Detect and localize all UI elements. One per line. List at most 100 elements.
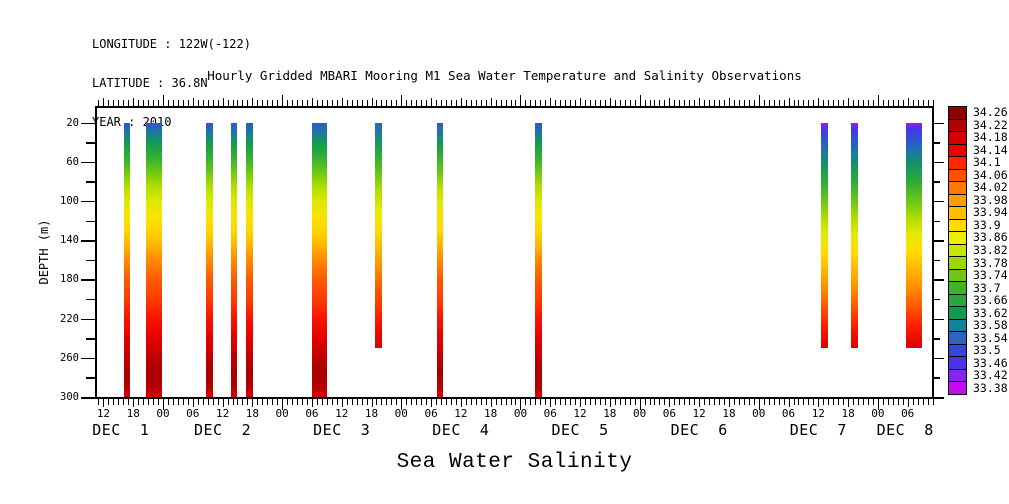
y-axis-tick-right (934, 338, 940, 340)
y-axis-tick (81, 279, 95, 281)
x-axis-tick-top (763, 100, 765, 106)
x-axis-tick (535, 399, 537, 405)
x-axis-tick-top (818, 98, 820, 106)
colorbar-label: 34.14 (973, 142, 1008, 157)
x-axis-tick (490, 399, 492, 407)
x-axis-tick (649, 399, 651, 405)
y-axis-tick (86, 220, 95, 223)
x-axis-tick-top (182, 100, 184, 106)
y-axis-tick-label: 220 (60, 312, 79, 325)
x-axis-hour-label: 00 (394, 407, 408, 420)
x-axis-tick (475, 399, 477, 405)
x-axis-tick (728, 399, 730, 407)
x-axis-tick-top (555, 100, 557, 106)
x-axis-tick (336, 399, 338, 405)
x-axis-tick (699, 399, 701, 407)
x-axis-tick-top (505, 100, 507, 106)
x-axis-tick (460, 399, 462, 407)
x-axis-tick (748, 399, 750, 405)
y-axis-tick-label: 180 (60, 273, 79, 286)
colorbar-label: 33.58 (973, 318, 1008, 333)
x-axis-tick (738, 399, 740, 405)
x-axis-tick (416, 399, 418, 405)
colorbar-segment (948, 206, 967, 220)
colorbar-segment (948, 118, 967, 133)
y-axis-tick (86, 298, 95, 301)
y-axis-tick-right (934, 318, 944, 321)
x-axis-tick (654, 399, 656, 405)
x-axis-tick (619, 399, 621, 405)
y-axis-tick (81, 318, 95, 321)
x-axis-tick-top (535, 100, 537, 106)
x-axis-tick-top (485, 100, 487, 106)
x-axis-tick-top (570, 100, 572, 106)
x-axis-tick (704, 399, 706, 405)
x-axis-tick-top (441, 100, 443, 106)
x-axis-tick-top (455, 100, 457, 106)
x-axis-tick (674, 399, 676, 405)
colorbar-segment (948, 131, 967, 145)
y-axis-tick (86, 259, 95, 262)
x-axis-tick-top (728, 98, 730, 106)
x-axis-tick-top (659, 100, 661, 106)
x-axis-tick-top (371, 98, 373, 106)
x-axis-tick (594, 399, 596, 405)
x-axis-tick-top (510, 100, 512, 106)
x-axis-tick (401, 399, 403, 410)
x-axis-tick (172, 399, 174, 405)
x-axis-tick-top (460, 98, 462, 106)
colorbar-segment (948, 143, 967, 158)
plot-border-bottom (95, 397, 934, 399)
x-axis-tick (793, 399, 795, 405)
x-axis-day-label: DEC 5 (551, 421, 609, 439)
x-axis-tick-top (421, 100, 423, 106)
x-axis-tick (555, 399, 557, 405)
x-axis-tick-top (629, 100, 631, 106)
x-axis-tick (927, 399, 929, 405)
x-axis-tick (177, 399, 179, 405)
x-axis-tick (123, 399, 125, 405)
x-axis-tick-top (823, 100, 825, 106)
colorbar-segment (948, 331, 967, 345)
x-axis-tick-top (242, 100, 244, 106)
x-axis-tick (540, 399, 542, 405)
x-axis-tick-top (262, 100, 264, 106)
x-axis-tick-top (892, 100, 894, 106)
x-axis-tick (485, 399, 487, 405)
colorbar-label: 34.02 (973, 180, 1008, 195)
x-axis-tick (351, 399, 353, 405)
x-axis-tick (872, 399, 874, 405)
plot-area: 12 18 00 06 12 18 00 06 12 18 00 06 12 18 00 06 12 18 00 06… (60, 95, 944, 439)
x-axis-hour-label: 18 (484, 407, 498, 420)
x-axis-tick-top (252, 98, 254, 106)
salinity-bar (535, 122, 543, 398)
x-axis-tick-top (679, 100, 681, 106)
x-axis-tick (326, 399, 328, 405)
x-axis-tick (445, 399, 447, 405)
y-axis-tick-right (934, 220, 940, 223)
x-axis-tick-top (733, 100, 735, 106)
x-axis-tick-top (609, 98, 611, 106)
x-axis-hour-label: 06 (186, 407, 200, 420)
colorbar-segment (948, 368, 967, 383)
salinity-bar (820, 122, 828, 348)
x-axis-tick-top (361, 100, 363, 106)
x-axis-tick-top (614, 100, 616, 106)
colorbar (948, 106, 967, 395)
x-axis-tick-top (927, 100, 929, 106)
x-axis-tick-top (530, 100, 532, 106)
x-axis-tick (316, 399, 318, 405)
x-axis-tick-top (232, 100, 234, 106)
x-axis-tick (138, 399, 140, 405)
x-axis-tick (743, 399, 745, 405)
x-axis-tick (182, 399, 184, 405)
x-axis-tick-top (778, 100, 780, 106)
x-axis-tick (163, 399, 164, 410)
colorbar-label: 33.9 (973, 217, 1001, 232)
x-axis-tick (634, 399, 636, 405)
x-axis-tick (580, 399, 582, 407)
x-axis-tick (287, 399, 289, 405)
colorbar-segment (948, 256, 967, 270)
x-axis-tick-top (863, 100, 864, 106)
